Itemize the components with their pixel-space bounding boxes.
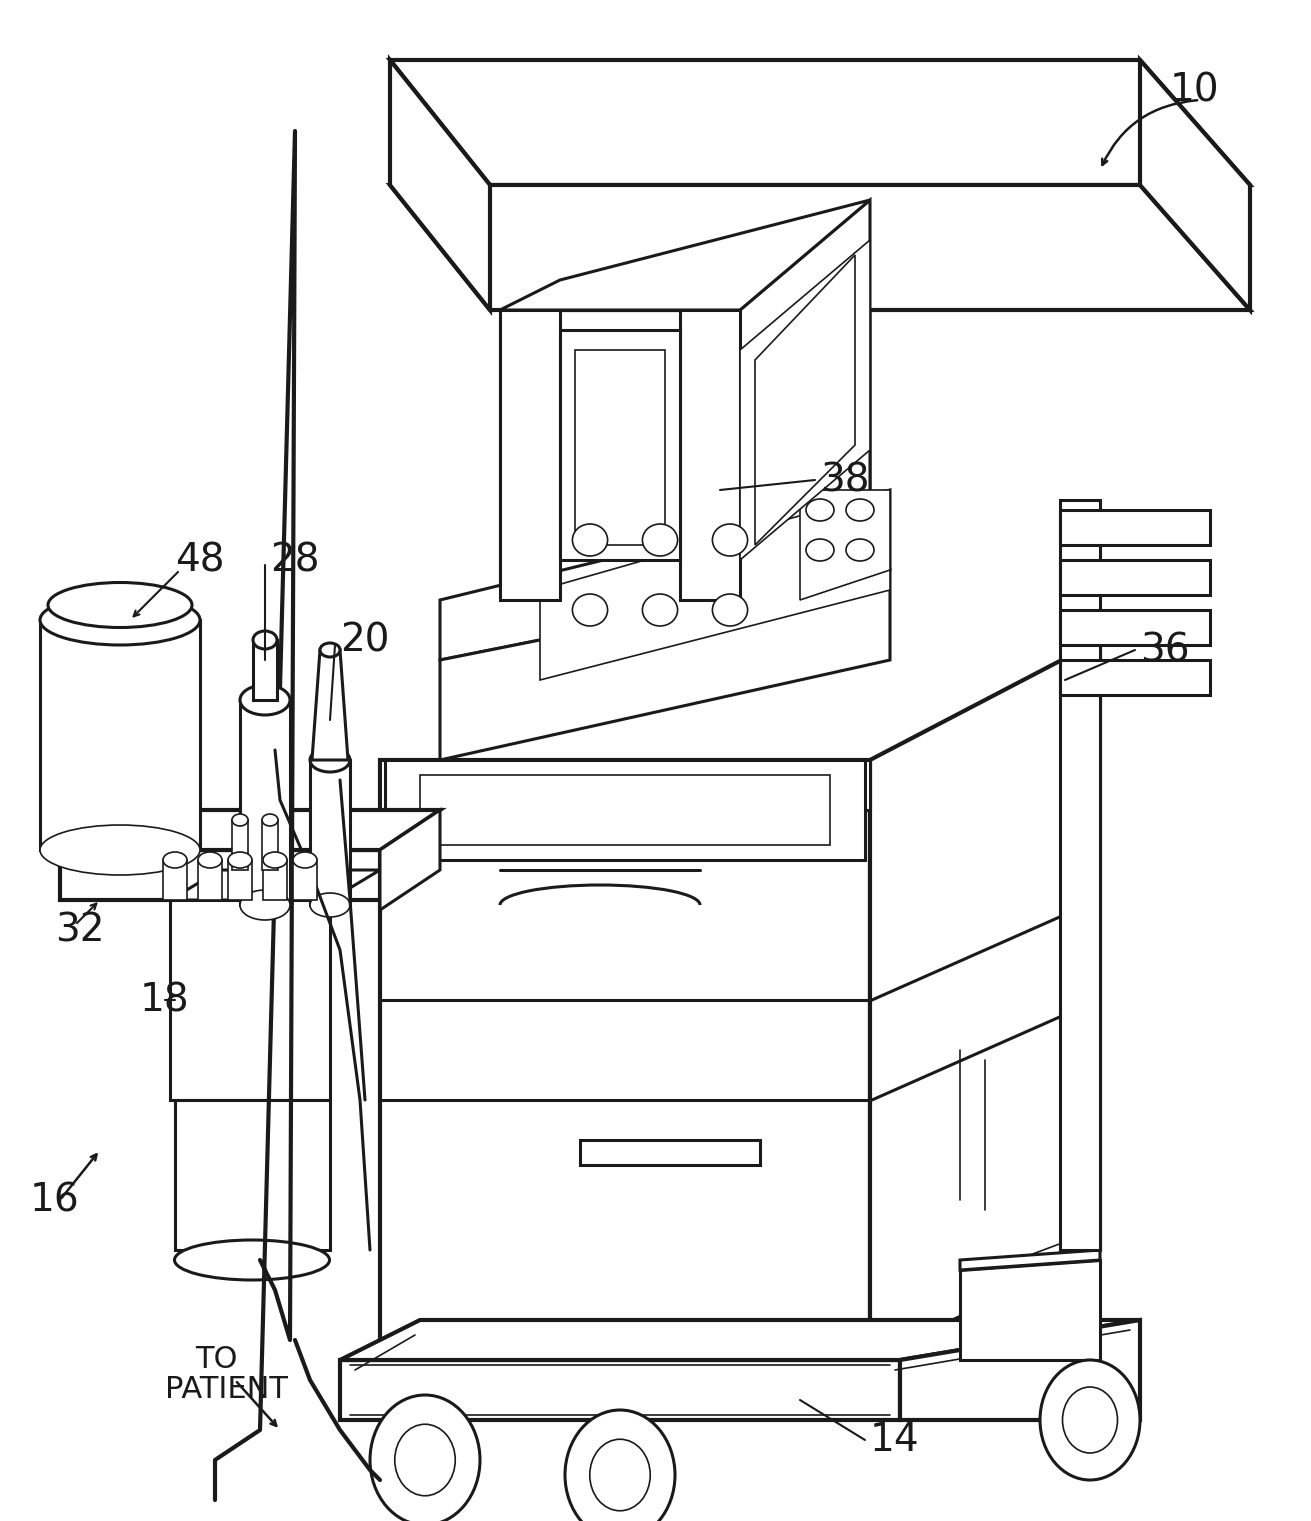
Ellipse shape: [642, 595, 678, 627]
Ellipse shape: [573, 525, 607, 557]
Polygon shape: [440, 490, 890, 660]
Polygon shape: [198, 859, 222, 900]
Polygon shape: [540, 490, 890, 680]
Polygon shape: [579, 1141, 760, 1165]
Polygon shape: [576, 350, 665, 545]
Polygon shape: [739, 240, 871, 560]
Text: TO: TO: [195, 1346, 237, 1375]
Polygon shape: [60, 811, 440, 850]
Polygon shape: [340, 1320, 1141, 1360]
Ellipse shape: [232, 814, 248, 826]
Ellipse shape: [174, 1240, 329, 1281]
Polygon shape: [309, 760, 350, 905]
Ellipse shape: [228, 852, 252, 868]
Polygon shape: [800, 490, 890, 599]
Polygon shape: [389, 186, 1249, 310]
Polygon shape: [380, 760, 871, 811]
Polygon shape: [1061, 660, 1210, 695]
Polygon shape: [1061, 510, 1210, 545]
Ellipse shape: [642, 525, 678, 557]
Ellipse shape: [806, 538, 834, 561]
Text: 18: 18: [140, 981, 190, 1019]
Polygon shape: [960, 1259, 1100, 1360]
Polygon shape: [1141, 59, 1249, 310]
Text: 28: 28: [270, 541, 320, 580]
Text: 14: 14: [871, 1421, 919, 1459]
Ellipse shape: [41, 824, 201, 875]
Ellipse shape: [806, 499, 834, 522]
Polygon shape: [170, 870, 380, 900]
Ellipse shape: [395, 1424, 455, 1495]
Polygon shape: [1061, 500, 1100, 1250]
Polygon shape: [680, 310, 739, 599]
Polygon shape: [170, 900, 330, 1100]
Ellipse shape: [846, 499, 874, 522]
Ellipse shape: [198, 852, 222, 868]
Ellipse shape: [846, 538, 874, 561]
Polygon shape: [739, 199, 871, 599]
Polygon shape: [499, 310, 560, 599]
Ellipse shape: [41, 595, 201, 645]
Polygon shape: [499, 199, 871, 310]
Polygon shape: [60, 850, 380, 900]
Ellipse shape: [712, 595, 747, 627]
Polygon shape: [240, 700, 290, 905]
Text: 10: 10: [1169, 71, 1219, 110]
Polygon shape: [1061, 560, 1210, 595]
Polygon shape: [163, 859, 187, 900]
Polygon shape: [871, 640, 1100, 1360]
Ellipse shape: [1062, 1387, 1117, 1453]
Polygon shape: [420, 776, 830, 846]
Polygon shape: [739, 199, 871, 599]
Polygon shape: [1061, 610, 1210, 645]
Polygon shape: [340, 1360, 899, 1421]
Polygon shape: [899, 1320, 1141, 1421]
Text: 38: 38: [819, 461, 869, 499]
Text: 16: 16: [30, 1180, 80, 1218]
Polygon shape: [385, 760, 865, 859]
Text: PATIENT: PATIENT: [165, 1375, 288, 1404]
Text: 32: 32: [55, 911, 105, 949]
Polygon shape: [292, 859, 317, 900]
Polygon shape: [264, 859, 287, 900]
Ellipse shape: [320, 643, 340, 657]
Polygon shape: [440, 570, 890, 760]
Polygon shape: [41, 621, 201, 850]
Ellipse shape: [262, 814, 278, 826]
Ellipse shape: [240, 684, 290, 715]
Text: 48: 48: [174, 541, 224, 580]
Text: 36: 36: [1141, 631, 1189, 669]
Polygon shape: [253, 640, 277, 700]
Polygon shape: [380, 811, 440, 910]
Ellipse shape: [292, 852, 317, 868]
Polygon shape: [755, 256, 855, 545]
Ellipse shape: [309, 893, 350, 917]
Ellipse shape: [253, 631, 277, 649]
Ellipse shape: [264, 852, 287, 868]
Ellipse shape: [573, 595, 607, 627]
Polygon shape: [560, 330, 680, 560]
Ellipse shape: [240, 890, 290, 920]
Polygon shape: [174, 1100, 330, 1250]
Polygon shape: [228, 859, 252, 900]
Ellipse shape: [590, 1439, 650, 1510]
Polygon shape: [232, 820, 248, 870]
Polygon shape: [960, 1250, 1100, 1270]
Polygon shape: [312, 649, 347, 760]
Polygon shape: [389, 59, 490, 310]
Ellipse shape: [309, 748, 350, 773]
Polygon shape: [380, 760, 871, 1360]
Ellipse shape: [1040, 1360, 1141, 1480]
Text: 20: 20: [340, 621, 389, 659]
Ellipse shape: [370, 1395, 480, 1521]
Polygon shape: [499, 310, 739, 599]
Ellipse shape: [163, 852, 187, 868]
Ellipse shape: [565, 1410, 675, 1521]
Ellipse shape: [49, 583, 191, 628]
Ellipse shape: [712, 525, 747, 557]
Polygon shape: [262, 820, 278, 870]
Polygon shape: [389, 59, 1249, 186]
